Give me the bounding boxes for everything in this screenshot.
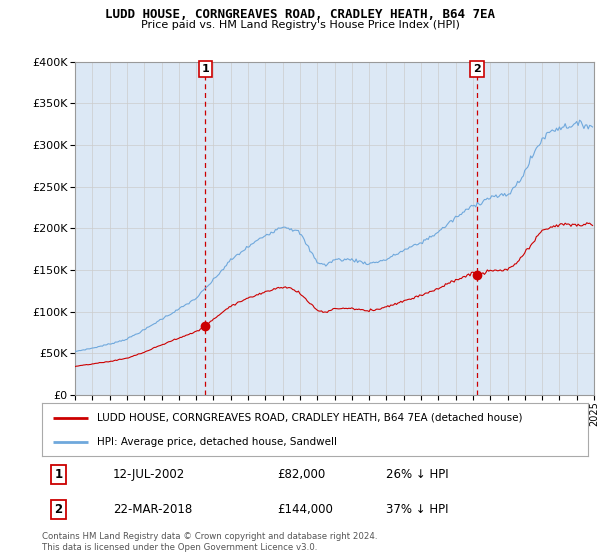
Text: 2: 2 bbox=[55, 503, 62, 516]
Text: 22-MAR-2018: 22-MAR-2018 bbox=[113, 503, 192, 516]
Text: LUDD HOUSE, CORNGREAVES ROAD, CRADLEY HEATH, B64 7EA (detached house): LUDD HOUSE, CORNGREAVES ROAD, CRADLEY HE… bbox=[97, 413, 522, 423]
Text: HPI: Average price, detached house, Sandwell: HPI: Average price, detached house, Sand… bbox=[97, 437, 337, 447]
Text: Price paid vs. HM Land Registry's House Price Index (HPI): Price paid vs. HM Land Registry's House … bbox=[140, 20, 460, 30]
Text: 37% ↓ HPI: 37% ↓ HPI bbox=[386, 503, 448, 516]
Text: 1: 1 bbox=[202, 64, 209, 74]
Text: 26% ↓ HPI: 26% ↓ HPI bbox=[386, 468, 449, 481]
Text: This data is licensed under the Open Government Licence v3.0.: This data is licensed under the Open Gov… bbox=[42, 543, 317, 552]
Text: £144,000: £144,000 bbox=[277, 503, 332, 516]
Text: 2: 2 bbox=[473, 64, 481, 74]
Text: 1: 1 bbox=[55, 468, 62, 481]
Text: Contains HM Land Registry data © Crown copyright and database right 2024.: Contains HM Land Registry data © Crown c… bbox=[42, 532, 377, 541]
Text: LUDD HOUSE, CORNGREAVES ROAD, CRADLEY HEATH, B64 7EA: LUDD HOUSE, CORNGREAVES ROAD, CRADLEY HE… bbox=[105, 8, 495, 21]
Text: £82,000: £82,000 bbox=[277, 468, 325, 481]
Text: 12-JUL-2002: 12-JUL-2002 bbox=[113, 468, 185, 481]
